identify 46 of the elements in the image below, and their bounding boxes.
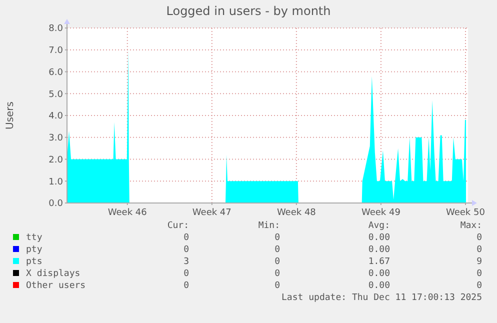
y-tick-label: 2.0 <box>48 155 64 166</box>
y-tick-label: 6.0 <box>48 68 64 78</box>
text: 0.00 <box>368 233 390 243</box>
x-tick-label: Week 46 <box>108 208 148 218</box>
text: 0 <box>274 269 280 279</box>
legend-label: Other users <box>26 281 86 291</box>
y-tick-label: 8.0 <box>48 24 64 34</box>
text: 0 <box>274 245 280 255</box>
text: Cur: <box>167 221 189 231</box>
x-tick-label: Week 49 <box>361 208 401 218</box>
text: 0 <box>184 233 189 243</box>
text: 9 <box>476 257 482 267</box>
y-tick-label: 4.0 <box>48 112 64 122</box>
y-axis-title: Users <box>5 101 16 130</box>
x-tick-label: Week 50 <box>446 208 486 218</box>
y-tick-label: 1.0 <box>48 177 64 188</box>
text: 0 <box>476 233 482 243</box>
y-tick-label: 5.0 <box>48 90 64 100</box>
legend-label: X displays <box>26 269 80 279</box>
text: 1.67 <box>368 257 390 267</box>
y-tick-label: 0.0 <box>48 199 64 210</box>
text: 0 <box>184 269 189 279</box>
text: 0 <box>476 245 482 255</box>
text: 0 <box>184 281 189 291</box>
text: 0.00 <box>368 269 390 279</box>
text: 0 <box>274 233 280 243</box>
text: 0.00 <box>368 281 390 291</box>
y-tick-label: 7.0 <box>48 46 64 56</box>
text: 3 <box>184 257 189 267</box>
legend-label: pts <box>26 257 42 267</box>
legend-label: tty <box>26 233 43 243</box>
text: Avg: <box>368 221 390 231</box>
text: Last update: Thu Dec 11 17:00:13 2025 <box>282 293 482 303</box>
chart-title: Logged in users - by month <box>166 4 331 18</box>
text: 0.00 <box>368 245 390 255</box>
text: Min: <box>258 221 280 231</box>
x-tick-label: Week 48 <box>276 208 316 218</box>
x-tick-label: Week 47 <box>192 208 232 218</box>
text: 0 <box>184 245 189 255</box>
text: 0 <box>274 257 280 267</box>
legend-label: pty <box>26 245 43 255</box>
text: 0 <box>476 281 482 291</box>
text: 0 <box>274 281 280 291</box>
y-tick-label: 3.0 <box>48 134 64 144</box>
text: 0 <box>476 269 482 279</box>
text: Max: <box>460 221 482 231</box>
